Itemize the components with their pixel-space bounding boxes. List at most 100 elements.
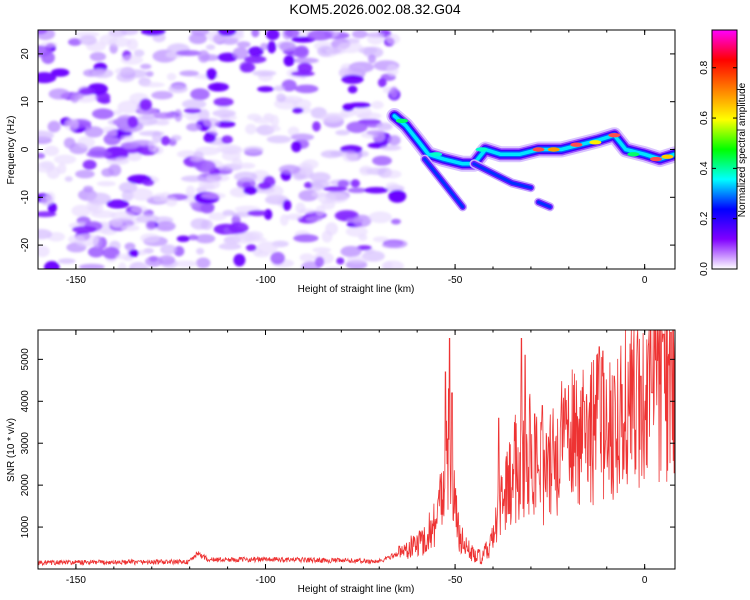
noise-blob (140, 233, 160, 243)
noise-blob (38, 30, 48, 35)
noise-blob (195, 160, 216, 173)
noise-blob (273, 85, 286, 92)
colorbar-tick-label: 0.4 (699, 161, 710, 175)
snr-y-tick-label: 1000 (20, 516, 31, 539)
noise-blob (145, 256, 163, 267)
noise-blob (315, 256, 325, 268)
noise-blob (347, 102, 371, 109)
noise-blob (156, 119, 170, 126)
noise-blob (216, 144, 242, 153)
noise-blob (73, 93, 98, 103)
noise-blob (156, 221, 176, 232)
noise-blob (117, 100, 141, 114)
noise-blob (205, 44, 216, 50)
colorbar-bar (712, 30, 737, 269)
spectrogram-y-tick-label: -20 (20, 237, 31, 252)
noise-blob (141, 82, 165, 88)
noise-blob (243, 237, 267, 243)
noise-blob (91, 68, 114, 79)
noise-blob (232, 47, 249, 60)
noise-blob (376, 122, 393, 131)
noise-blob (140, 63, 152, 70)
noise-blob (385, 182, 400, 192)
noise-blob (245, 123, 257, 135)
colorbar-tick-label: 0.8 (699, 60, 710, 74)
noise-blob (309, 172, 331, 183)
noise-blob (179, 70, 199, 77)
noise-blob (38, 229, 53, 240)
noise-blob (350, 179, 361, 188)
signal-track-band (392, 114, 675, 166)
noise-blob (221, 150, 241, 161)
noise-blob (38, 245, 50, 258)
noise-blob (307, 30, 333, 41)
noise-blob (200, 219, 214, 231)
noise-blob (57, 258, 76, 264)
noise-blob (366, 130, 385, 136)
colorbar-tick-label: 0.0 (699, 262, 710, 276)
noise-blob (383, 169, 402, 179)
noise-blob (220, 36, 239, 44)
noise-blob (78, 263, 105, 269)
noise-blob (63, 137, 76, 149)
spectrogram-y-tick-label: 10 (20, 96, 31, 108)
spectrogram-x-tick-label: -150 (66, 275, 86, 286)
snr-series-line (38, 330, 675, 567)
noise-blob (186, 123, 202, 132)
noise-blob (165, 196, 178, 207)
snr-frame (37, 329, 676, 570)
noise-blob (136, 249, 147, 256)
noise-blob (141, 113, 155, 120)
noise-blob (120, 30, 139, 36)
noise-blob (121, 189, 134, 202)
noise-blob (337, 179, 350, 188)
noise-blob (247, 113, 262, 121)
noise-blob (196, 247, 205, 255)
noise-blob (285, 213, 303, 221)
noise-blob (87, 192, 112, 205)
noise-blob (312, 121, 321, 132)
noise-blob (175, 50, 202, 56)
signal-peak (532, 147, 545, 152)
noise-blob (38, 211, 57, 218)
noise-blob (359, 167, 376, 174)
noise-blob (89, 202, 104, 214)
noise-blob (203, 117, 220, 128)
figure-title: KOM5.2026.002.08.32.G04 (289, 1, 460, 17)
noise-blob (364, 186, 389, 194)
noise-blob (133, 49, 145, 57)
noise-blob (140, 30, 166, 36)
noise-blob (372, 155, 392, 166)
noise-blob (281, 79, 297, 92)
noise-blob (322, 112, 349, 120)
colorbar: 0.0 0.2 0.4 0.6 0.8 Normalized spectral ampl… (699, 29, 748, 276)
noise-blob (53, 154, 77, 165)
noise-blob (96, 180, 116, 187)
signal-peak (608, 132, 621, 138)
noise-blob (130, 205, 148, 214)
noise-blob (372, 236, 389, 243)
noise-blob (131, 188, 154, 201)
noise-blob (345, 226, 368, 237)
noise-blob (106, 199, 130, 209)
noise-blob (168, 84, 188, 94)
noise-blob (212, 109, 236, 118)
noise-blob (38, 152, 46, 159)
noise-blob (222, 209, 235, 217)
noise-blob (71, 204, 92, 217)
noise-blob (142, 179, 155, 187)
noise-blob (68, 38, 82, 46)
noise-blob (383, 261, 393, 269)
spectrogram-x-tick-label: -50 (448, 275, 463, 286)
noise-blob (166, 72, 177, 81)
spectrogram-y-label: Frequency (Hz) (6, 116, 17, 185)
noise-blob (368, 211, 393, 224)
noise-blob (99, 97, 111, 104)
noise-blob (64, 118, 79, 132)
noise-blob (304, 181, 313, 189)
noise-blob (87, 246, 105, 258)
noise-blob (79, 35, 97, 46)
noise-blob (170, 134, 182, 141)
noise-blob (348, 65, 366, 77)
